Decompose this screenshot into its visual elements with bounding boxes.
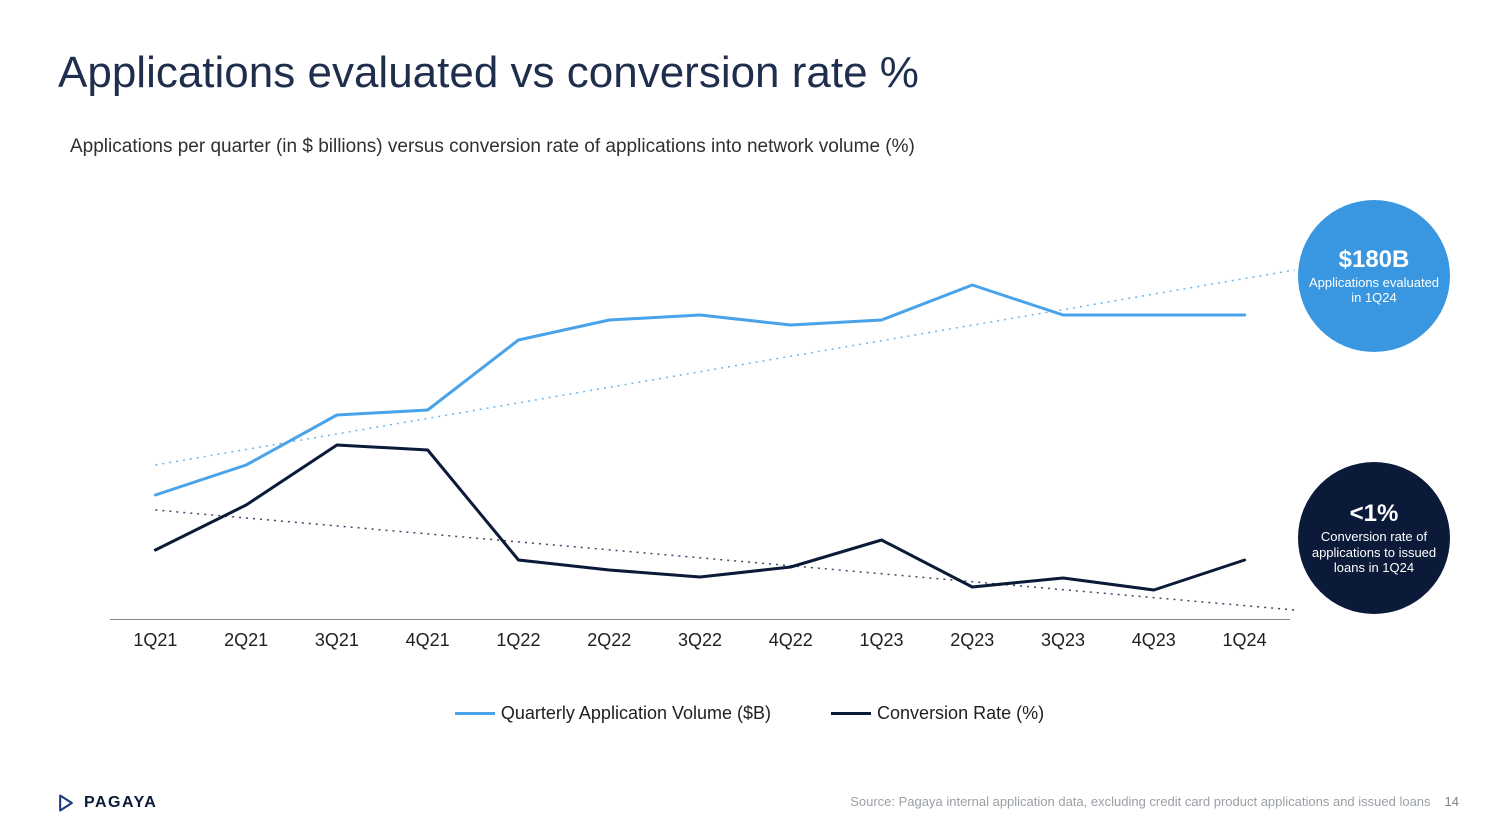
x-axis-label: 1Q23	[836, 630, 927, 651]
source-text: Source: Pagaya internal application data…	[850, 794, 1430, 809]
legend-item: Conversion Rate (%)	[831, 703, 1044, 724]
x-axis-label: 4Q23	[1108, 630, 1199, 651]
callout-headline: $180B	[1339, 246, 1410, 275]
x-axis-labels: 1Q212Q213Q214Q211Q222Q223Q224Q221Q232Q23…	[110, 630, 1290, 651]
footer: Source: Pagaya internal application data…	[850, 794, 1459, 809]
x-axis-label: 1Q24	[1199, 630, 1290, 651]
logo-text: PAGAYA	[84, 794, 157, 812]
page-title: Applications evaluated vs conversion rat…	[58, 48, 919, 98]
line-chart-svg	[110, 200, 1290, 620]
brand-logo: PAGAYA	[56, 793, 157, 813]
x-axis-label: 1Q21	[110, 630, 201, 651]
legend-item: Quarterly Application Volume ($B)	[455, 703, 771, 724]
callout-sub: Applications evaluated in 1Q24	[1298, 275, 1450, 306]
x-axis-label: 3Q23	[1018, 630, 1109, 651]
x-axis-label: 2Q22	[564, 630, 655, 651]
page-subtitle: Applications per quarter (in $ billions)…	[70, 136, 915, 158]
legend-swatch	[831, 712, 871, 715]
legend-label: Quarterly Application Volume ($B)	[501, 703, 771, 724]
x-axis-label: 2Q23	[927, 630, 1018, 651]
callout-sub: Conversion rate of applications to issue…	[1298, 529, 1450, 576]
callout-applications: $180B Applications evaluated in 1Q24	[1298, 200, 1450, 352]
play-icon	[56, 793, 76, 813]
x-axis-label: 4Q22	[745, 630, 836, 651]
x-axis	[110, 619, 1290, 620]
legend-label: Conversion Rate (%)	[877, 703, 1044, 724]
chart-area: 1Q212Q213Q214Q211Q222Q223Q224Q221Q232Q23…	[110, 200, 1290, 620]
legend-swatch	[455, 712, 495, 715]
page-number: 14	[1445, 794, 1459, 809]
x-axis-label: 4Q21	[382, 630, 473, 651]
x-axis-label: 3Q22	[655, 630, 746, 651]
callout-conversion: <1% Conversion rate of applications to i…	[1298, 462, 1450, 614]
x-axis-label: 3Q21	[292, 630, 383, 651]
callout-headline: <1%	[1350, 500, 1399, 529]
x-axis-label: 2Q21	[201, 630, 292, 651]
chart-legend: Quarterly Application Volume ($B) Conver…	[0, 703, 1499, 724]
x-axis-label: 1Q22	[473, 630, 564, 651]
